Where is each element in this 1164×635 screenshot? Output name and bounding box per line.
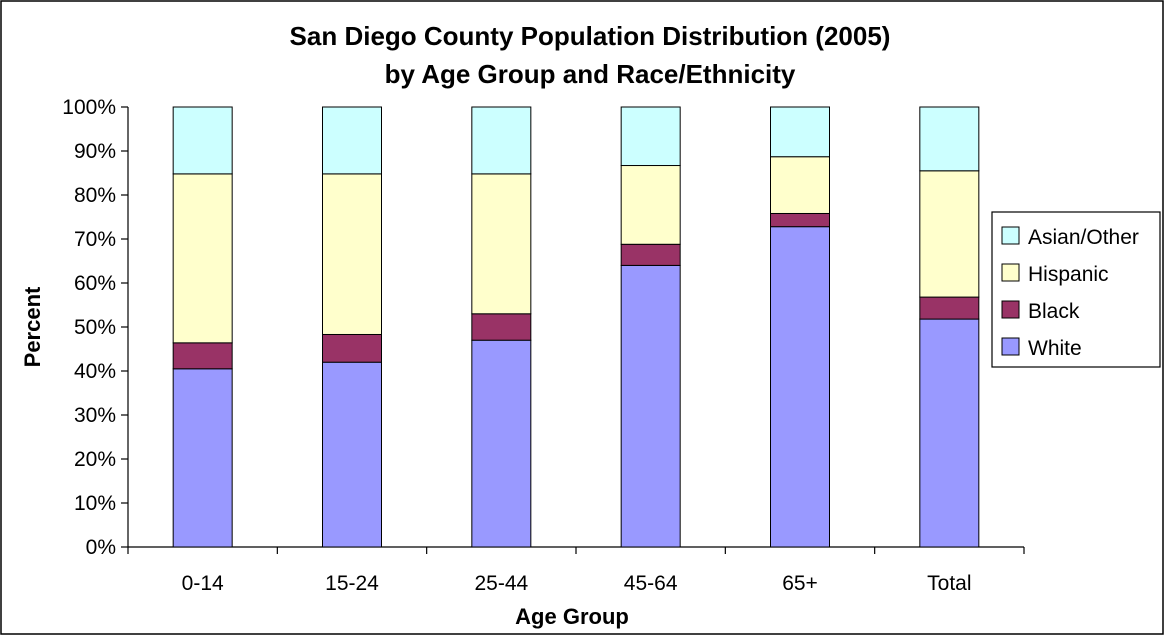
chart-title: San Diego County Population Distribution… (290, 21, 891, 51)
bar-segment-white (620, 264, 681, 548)
y-axis-title: Percent (20, 286, 45, 367)
legend-label: Asian/Other (1028, 226, 1139, 249)
bar-segment-black (471, 313, 532, 341)
bar-segment-black (620, 243, 681, 266)
x-tick-label: 25-44 (474, 572, 528, 595)
legend-label: Black (1028, 300, 1080, 323)
plot-area: 0% 10% 20% 30% 40% 50% 60% 70% 80% 90% 100% 0-14 15-… (62, 96, 1025, 595)
x-axis-title: Age Group (515, 604, 629, 629)
y-tick-label: 20% (74, 448, 116, 471)
bar-segment-asian-other (919, 106, 980, 172)
bar-segment-black (322, 333, 382, 363)
legend-swatch (1001, 337, 1020, 356)
bar-segment-white (322, 361, 382, 548)
legend-swatch (1001, 263, 1020, 282)
y-tick-label: 90% (74, 140, 116, 163)
y-tick-label: 50% (74, 316, 116, 339)
bar-segment-hispanic (471, 173, 532, 315)
bar-segment-black (919, 296, 980, 320)
bar-segment-hispanic (172, 173, 233, 344)
legend-swatch (1001, 300, 1020, 319)
x-tick-label: 0-14 (182, 572, 224, 595)
bar-segment-asian-other (172, 106, 233, 175)
y-tick-label: 40% (74, 360, 116, 383)
x-tick-label: 15-24 (325, 572, 379, 595)
y-tick-label: 0% (86, 536, 116, 559)
bar-segment-asian-other (322, 106, 382, 175)
bar-segment-asian-other (620, 106, 681, 167)
legend-label: White (1028, 337, 1082, 360)
bar-segment-hispanic (770, 156, 830, 214)
y-tick-label: 60% (74, 272, 116, 295)
bar-segment-white (770, 226, 830, 548)
plot-background (128, 107, 1024, 547)
legend-label: Hispanic (1028, 263, 1109, 286)
x-tick-label: 45-64 (624, 572, 678, 595)
y-tick-label: 100% (62, 96, 116, 119)
legend-box (991, 211, 1161, 368)
y-tick-label: 80% (74, 184, 116, 207)
bar-segment-white (471, 339, 532, 548)
bar-segment-hispanic (919, 170, 980, 298)
bar-segment-asian-other (770, 106, 830, 158)
y-tick-label: 30% (74, 404, 116, 427)
bar-segment-hispanic (620, 165, 681, 245)
bar-segment-white (172, 368, 233, 548)
x-tick-label: 65+ (782, 572, 818, 595)
legend-swatch (1001, 226, 1020, 245)
bar-segment-black (172, 342, 233, 370)
bar-segment-asian-other (471, 106, 532, 175)
chart-subtitle: by Age Group and Race/Ethnicity (385, 59, 796, 89)
bar-segment-hispanic (322, 173, 382, 335)
x-tick-label: Total (927, 572, 971, 595)
bar-segment-black (770, 212, 830, 228)
bar-segment-white (919, 318, 980, 548)
y-tick-label: 10% (74, 492, 116, 515)
y-tick-label: 70% (74, 228, 116, 251)
legend: Asian/Other Hispanic Black White (991, 211, 1161, 368)
